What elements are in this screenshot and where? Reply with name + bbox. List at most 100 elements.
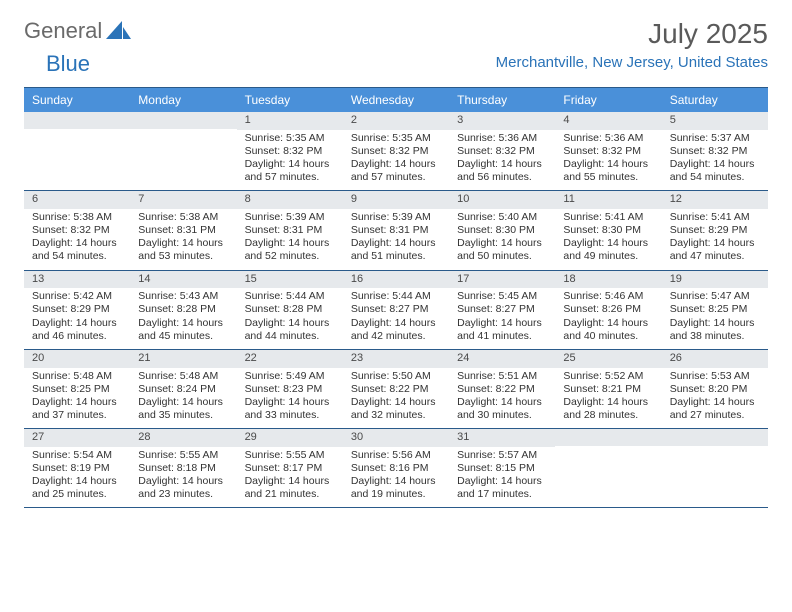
daylight-line: Daylight: 14 hours and 38 minutes. [670, 317, 760, 343]
day-details: Sunrise: 5:49 AMSunset: 8:23 PMDaylight:… [237, 368, 343, 423]
daylight-line: Daylight: 14 hours and 17 minutes. [457, 475, 547, 501]
day-number: 28 [130, 429, 236, 447]
sunset-line: Sunset: 8:32 PM [351, 145, 441, 158]
day-details: Sunrise: 5:43 AMSunset: 8:28 PMDaylight:… [130, 288, 236, 343]
calendar-day: 9Sunrise: 5:39 AMSunset: 8:31 PMDaylight… [343, 191, 449, 269]
day-number: 10 [449, 191, 555, 209]
day-number: 23 [343, 350, 449, 368]
sunrise-line: Sunrise: 5:50 AM [351, 370, 441, 383]
calendar-day: 1Sunrise: 5:35 AMSunset: 8:32 PMDaylight… [237, 112, 343, 190]
sunrise-line: Sunrise: 5:36 AM [563, 132, 653, 145]
day-details: Sunrise: 5:52 AMSunset: 8:21 PMDaylight:… [555, 368, 661, 423]
sunrise-line: Sunrise: 5:41 AM [563, 211, 653, 224]
sunrise-line: Sunrise: 5:41 AM [670, 211, 760, 224]
daylight-line: Daylight: 14 hours and 32 minutes. [351, 396, 441, 422]
sunrise-line: Sunrise: 5:47 AM [670, 290, 760, 303]
day-number: 19 [662, 271, 768, 289]
daylight-line: Daylight: 14 hours and 54 minutes. [670, 158, 760, 184]
day-details: Sunrise: 5:48 AMSunset: 8:24 PMDaylight:… [130, 368, 236, 423]
calendar-day: 30Sunrise: 5:56 AMSunset: 8:16 PMDayligh… [343, 429, 449, 507]
sunrise-line: Sunrise: 5:55 AM [245, 449, 335, 462]
calendar-day: 18Sunrise: 5:46 AMSunset: 8:26 PMDayligh… [555, 271, 661, 349]
calendar-day: 12Sunrise: 5:41 AMSunset: 8:29 PMDayligh… [662, 191, 768, 269]
sunrise-line: Sunrise: 5:35 AM [245, 132, 335, 145]
weekday-header: Friday [555, 88, 661, 112]
daylight-line: Daylight: 14 hours and 49 minutes. [563, 237, 653, 263]
day-number: 3 [449, 112, 555, 130]
sunset-line: Sunset: 8:32 PM [670, 145, 760, 158]
weekday-header: Monday [130, 88, 236, 112]
day-number: 21 [130, 350, 236, 368]
day-details: Sunrise: 5:41 AMSunset: 8:29 PMDaylight:… [662, 209, 768, 264]
logo-sail-icon [106, 21, 132, 41]
daylight-line: Daylight: 14 hours and 25 minutes. [32, 475, 122, 501]
sunrise-line: Sunrise: 5:44 AM [351, 290, 441, 303]
calendar-day: 16Sunrise: 5:44 AMSunset: 8:27 PMDayligh… [343, 271, 449, 349]
daylight-line: Daylight: 14 hours and 23 minutes. [138, 475, 228, 501]
sunrise-line: Sunrise: 5:43 AM [138, 290, 228, 303]
day-number [24, 112, 130, 129]
day-details: Sunrise: 5:56 AMSunset: 8:16 PMDaylight:… [343, 447, 449, 502]
day-details: Sunrise: 5:35 AMSunset: 8:32 PMDaylight:… [343, 130, 449, 185]
calendar-day: 11Sunrise: 5:41 AMSunset: 8:30 PMDayligh… [555, 191, 661, 269]
day-details: Sunrise: 5:40 AMSunset: 8:30 PMDaylight:… [449, 209, 555, 264]
sunset-line: Sunset: 8:16 PM [351, 462, 441, 475]
calendar-day: 31Sunrise: 5:57 AMSunset: 8:15 PMDayligh… [449, 429, 555, 507]
day-details: Sunrise: 5:57 AMSunset: 8:15 PMDaylight:… [449, 447, 555, 502]
logo-text-b: Blue [24, 51, 90, 77]
daylight-line: Daylight: 14 hours and 47 minutes. [670, 237, 760, 263]
page-title: July 2025 [496, 18, 768, 50]
day-details: Sunrise: 5:37 AMSunset: 8:32 PMDaylight:… [662, 130, 768, 185]
daylight-line: Daylight: 14 hours and 53 minutes. [138, 237, 228, 263]
weekday-header: Saturday [662, 88, 768, 112]
calendar-week: 13Sunrise: 5:42 AMSunset: 8:29 PM Dayligh… [24, 271, 768, 350]
sunset-line: Sunset: 8:29 PM [32, 303, 122, 316]
sunset-line: Sunset: 8:31 PM [138, 224, 228, 237]
calendar-day: 15Sunrise: 5:44 AMSunset: 8:28 PMDayligh… [237, 271, 343, 349]
day-number: 15 [237, 271, 343, 289]
day-details: Sunrise: 5:38 AMSunset: 8:31 PMDaylight:… [130, 209, 236, 264]
daylight-line: Daylight: 14 hours and 42 minutes. [351, 317, 441, 343]
sunset-line: Sunset: 8:26 PM [563, 303, 653, 316]
sunset-line: Sunset: 8:32 PM [457, 145, 547, 158]
calendar-day-empty [24, 112, 130, 190]
daylight-line: Daylight: 14 hours and 27 minutes. [670, 396, 760, 422]
day-details: Sunrise: 5:39 AMSunset: 8:31 PMDaylight:… [237, 209, 343, 264]
sunrise-line: Sunrise: 5:44 AM [245, 290, 335, 303]
calendar-day: 14Sunrise: 5:43 AMSunset: 8:28 PMDayligh… [130, 271, 236, 349]
daylight-line: Daylight: 14 hours and 41 minutes. [457, 317, 547, 343]
sunrise-line: Sunrise: 5:36 AM [457, 132, 547, 145]
sunrise-line: Sunrise: 5:39 AM [245, 211, 335, 224]
day-number: 4 [555, 112, 661, 130]
sunset-line: Sunset: 8:17 PM [245, 462, 335, 475]
sunrise-line: Sunrise: 5:46 AM [563, 290, 653, 303]
day-details: Sunrise: 5:48 AMSunset: 8:25 PMDaylight:… [24, 368, 130, 423]
day-number: 18 [555, 271, 661, 289]
day-number: 30 [343, 429, 449, 447]
sunset-line: Sunset: 8:32 PM [32, 224, 122, 237]
sunset-line: Sunset: 8:32 PM [245, 145, 335, 158]
day-details: Sunrise: 5:47 AMSunset: 8:25 PMDaylight:… [662, 288, 768, 343]
day-number: 13 [24, 271, 130, 289]
sunset-line: Sunset: 8:21 PM [563, 383, 653, 396]
day-number: 1 [237, 112, 343, 130]
calendar-day: 17Sunrise: 5:45 AMSunset: 8:27 PMDayligh… [449, 271, 555, 349]
weekday-header: Tuesday [237, 88, 343, 112]
sunset-line: Sunset: 8:25 PM [32, 383, 122, 396]
sunrise-line: Sunrise: 5:42 AM [32, 290, 122, 303]
sunset-line: Sunset: 8:29 PM [670, 224, 760, 237]
day-details: Sunrise: 5:53 AMSunset: 8:20 PMDaylight:… [662, 368, 768, 423]
calendar-day: 7Sunrise: 5:38 AMSunset: 8:31 PMDaylight… [130, 191, 236, 269]
daylight-line: Daylight: 14 hours and 54 minutes. [32, 237, 122, 263]
calendar-day: 2Sunrise: 5:35 AMSunset: 8:32 PMDaylight… [343, 112, 449, 190]
sunrise-line: Sunrise: 5:37 AM [670, 132, 760, 145]
calendar-day: 3Sunrise: 5:36 AMSunset: 8:32 PMDaylight… [449, 112, 555, 190]
day-details: Sunrise: 5:44 AMSunset: 8:28 PMDaylight:… [237, 288, 343, 343]
weekday-header: Sunday [24, 88, 130, 112]
calendar-day: 5Sunrise: 5:37 AMSunset: 8:32 PMDaylight… [662, 112, 768, 190]
daylight-line: Daylight: 14 hours and 35 minutes. [138, 396, 228, 422]
daylight-line: Daylight: 14 hours and 37 minutes. [32, 396, 122, 422]
sunrise-line: Sunrise: 5:52 AM [563, 370, 653, 383]
day-number: 24 [449, 350, 555, 368]
calendar-day: 8Sunrise: 5:39 AMSunset: 8:31 PMDaylight… [237, 191, 343, 269]
